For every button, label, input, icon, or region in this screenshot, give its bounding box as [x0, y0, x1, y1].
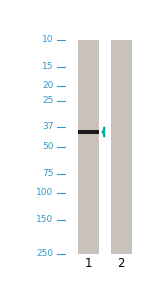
Text: 1: 1: [85, 257, 92, 270]
Text: 2: 2: [117, 257, 125, 270]
Bar: [111, 40, 132, 254]
Bar: [78, 130, 99, 134]
Text: 37: 37: [42, 122, 54, 131]
Text: 100: 100: [36, 188, 54, 197]
Text: 10: 10: [42, 35, 54, 44]
Text: 20: 20: [42, 81, 54, 90]
Text: 25: 25: [42, 96, 54, 105]
Text: 50: 50: [42, 142, 54, 151]
Text: 75: 75: [42, 169, 54, 178]
Text: 250: 250: [36, 250, 54, 258]
Text: 150: 150: [36, 215, 54, 224]
Text: 15: 15: [42, 62, 54, 71]
Bar: [78, 40, 99, 254]
